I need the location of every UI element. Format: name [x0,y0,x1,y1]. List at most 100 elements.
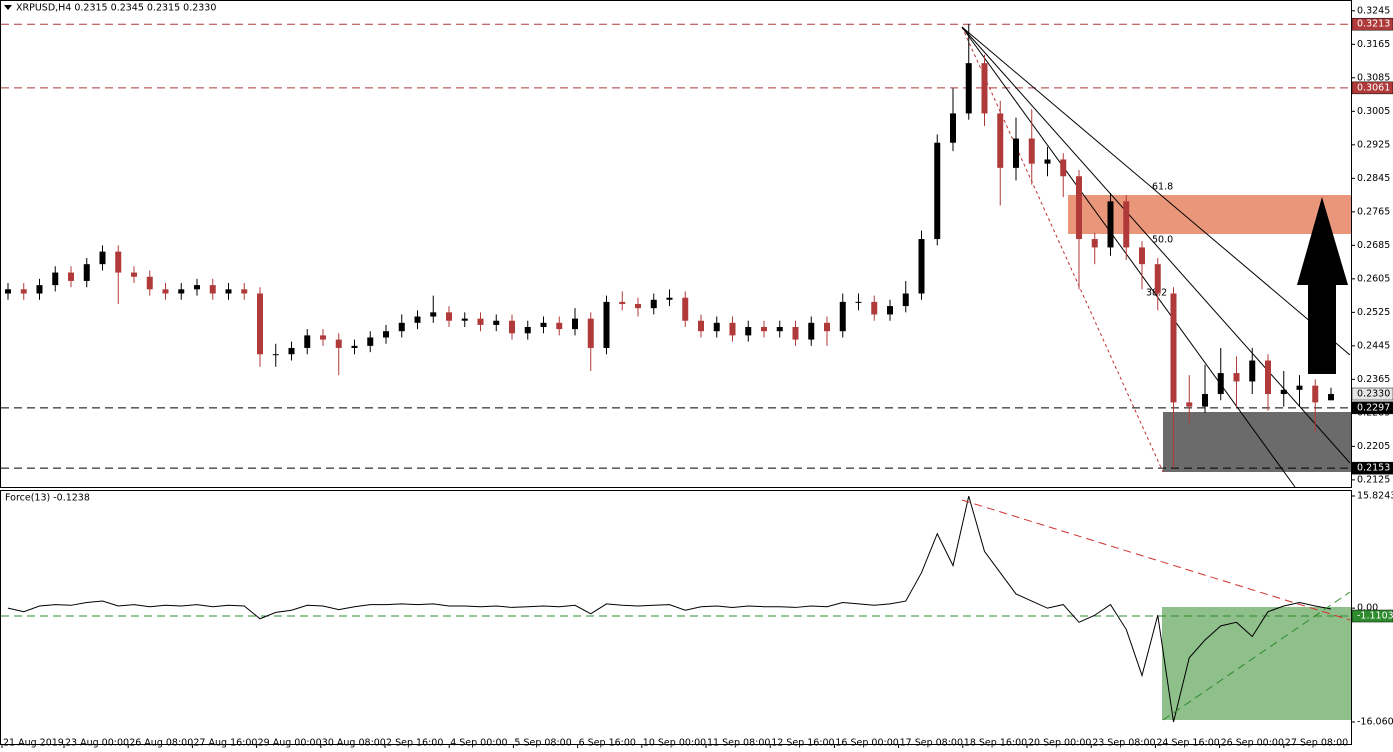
y-tick-label: 0.2605 [1357,273,1390,284]
candle-body [194,285,200,290]
candle-body [1217,373,1224,395]
y-tick-label: 0.3165 [1357,39,1390,50]
level-label: 0.3213 [1357,19,1390,30]
y-tick-label: 0.3005 [1357,106,1390,117]
candle-body [1091,239,1098,248]
candle-body [162,289,169,294]
x-tick-label: 6 Sep 16:00 [579,738,636,749]
candle-body [587,318,594,348]
candle-body [745,327,752,336]
y-tick-label: 0.2525 [1357,307,1390,318]
candle-body [1028,138,1035,164]
x-tick-label: 10 Sep 00:00 [643,738,706,749]
candle-body [320,335,326,340]
candle-body [257,293,263,355]
y-tick-label: 0.2365 [1357,374,1390,385]
candle-body [1139,247,1145,265]
candle-body [871,301,878,315]
x-tick-label: 20 Sep 00:00 [1028,738,1091,749]
x-tick-label: 5 Sep 08:00 [514,738,571,749]
candle-body [1076,176,1082,240]
level-box [1351,17,1393,31]
x-tick-label: 23 Sep 08:00 [1092,738,1155,749]
indicator-title: Force(13) -0.1238 [5,493,90,504]
y-tick-label: -16.0605 [1357,716,1393,727]
candle-body [1044,159,1051,164]
arrow-shaft [1308,284,1336,374]
price-frame [0,0,1352,488]
candle-body [1013,138,1019,168]
y-tick-label: 0.2765 [1357,206,1390,217]
candle-body [131,272,137,277]
candle-body [1233,373,1240,382]
fan-base [961,26,1164,473]
candle-body [997,113,1004,168]
candle-body [509,320,515,334]
candle-body [792,327,799,340]
level-label: 0.3061 [1357,82,1390,93]
candle-body [524,327,531,334]
level-label: -1.1103 [1357,611,1393,622]
y-tick-label: 0.2125 [1357,474,1390,485]
candle-body [1186,402,1193,407]
candle-body [950,113,956,143]
x-tick-label: 29 Aug 00:00 [258,738,322,749]
candle-body [1154,264,1161,294]
candle-body [1123,201,1130,248]
x-tick-label: 30 Aug 08:00 [322,738,386,749]
candle-body [178,289,185,294]
indicator-frame [0,490,1352,745]
arrow-head [1297,197,1348,285]
x-tick-label: 16 Sep 00:00 [835,738,898,749]
level-box [1351,401,1393,415]
x-tick-label: 12 Sep 16:00 [771,738,834,749]
candle-body [36,285,43,294]
fib-label: 50.0 [1152,235,1173,246]
candle-body [1265,360,1271,395]
candle-body [713,322,720,332]
y-tick-label: 0.2205 [1357,441,1390,452]
candle-body [934,142,941,240]
support-zone [1163,412,1351,472]
x-tick-label: 4 Sep 00:00 [450,738,507,749]
candle-body [288,347,295,355]
y-tick-label: 0.2445 [1357,340,1390,351]
candle-body [902,293,909,307]
force-line [7,496,1332,723]
x-tick-label: 26 Sep 00:00 [1221,738,1284,749]
candle-body [241,289,248,294]
candle-body [650,299,657,309]
y-tick-label: 0.2845 [1357,173,1390,184]
candle-body [855,301,862,303]
force-zone [1162,607,1351,720]
y-tick-label: 0.00 [1357,603,1378,614]
fib-zone [1068,195,1351,234]
candle-body [981,63,988,114]
y-tick-label: 0.3085 [1357,72,1390,83]
level-box [1351,81,1393,95]
x-tick-label: 17 Sep 08:00 [900,738,963,749]
level-label: 0.2153 [1357,463,1390,474]
x-tick-label: 18 Sep 16:00 [964,738,1027,749]
candle-body [603,301,610,348]
candle-body [225,289,232,294]
force-trend [961,499,1351,621]
x-tick-label: 21 Aug 2019 [3,738,64,749]
candle-body [446,312,452,321]
force-trend [1162,591,1351,721]
candle-body [1170,293,1177,403]
candle-body [1328,394,1334,401]
candle-body [887,306,893,315]
menu-icon [4,5,12,10]
candle-body [918,239,925,294]
fan-line [961,26,1296,488]
candle-body [367,337,374,346]
candle-body [83,264,90,281]
candle-body [5,289,11,294]
candle-body [839,301,846,332]
candle-body [430,312,437,317]
level-label: 0.2297 [1357,402,1390,413]
candle-body [761,327,767,332]
candle-body [572,318,578,330]
candle-body [99,251,106,265]
